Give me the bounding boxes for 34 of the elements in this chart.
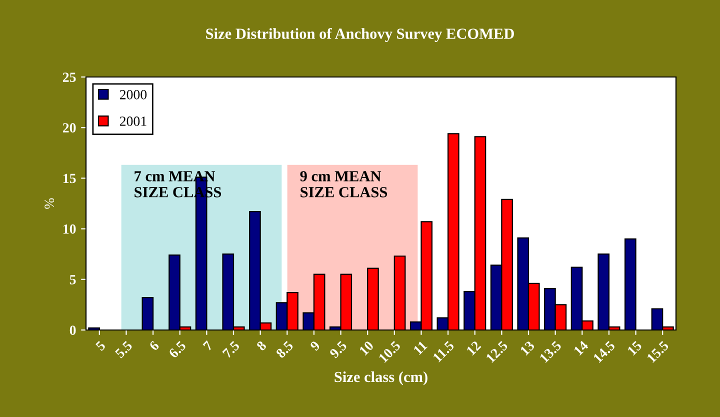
chart-title: Size Distribution of Anchovy Survey ECOMED [206,28,514,42]
x-tick-label: 15 [627,340,642,356]
y-axis-title: % [44,198,54,209]
x-tick-label: 11.5 [432,340,455,363]
y-tick-label: 10 [64,224,76,234]
x-tick-label: 14 [573,340,589,356]
y-tick-label: 25 [62,72,76,82]
x-tick-label: 10.5 [378,340,402,364]
x-tick-label: 10 [358,340,374,356]
x-tick-label: 8.5 [275,340,294,359]
x-tick-label: 9.5 [329,340,348,359]
y-tick-label: 15 [64,174,76,184]
x-tick-label: 5.5 [114,340,133,359]
x-tick-label: 6 [148,340,160,352]
x-tick-label: 14.5 [592,340,616,364]
x-tick-label: 15.5 [646,340,670,364]
x-tick-label: 12.5 [486,340,508,364]
x-tick-label: 7.5 [222,340,240,358]
annotation: 9 cm MEAN SIZE CLASS [300,171,388,198]
x-tick-label: 12 [466,340,482,356]
legend-label: 2001 [120,116,146,126]
y-tick-label: 5 [70,275,76,284]
y-tick-label: 20 [62,123,76,133]
x-tick-label: 11 [413,340,428,356]
x-tick-label: 13 [520,340,536,356]
x-tick-label: 5 [95,340,106,352]
x-tick-label: 8 [256,340,267,352]
x-axis-title: Size class (cm) [334,371,428,386]
legend-label: 2000 [120,90,147,100]
x-tick-label: 13.5 [539,340,562,364]
x-tick-label: 6.5 [168,340,186,359]
y-tick-label: 0 [70,326,76,335]
x-tick-label: 9 [310,340,321,352]
x-tick-label: 7 [202,340,214,351]
